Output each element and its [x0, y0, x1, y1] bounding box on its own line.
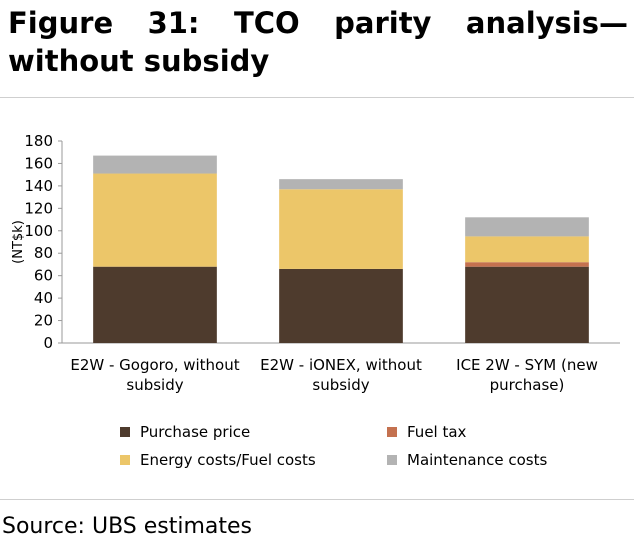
bar-segment-purchase-price: [465, 266, 589, 343]
bottom-divider: [0, 499, 634, 500]
y-tick-label: 140: [24, 177, 53, 195]
top-divider: [0, 97, 634, 98]
x-category-label: purchase): [490, 376, 565, 394]
y-tick-label: 0: [43, 334, 53, 352]
legend-label: Maintenance costs: [407, 451, 547, 469]
y-tick-label: 80: [34, 244, 53, 262]
y-tick-label: 20: [34, 312, 53, 330]
figure-title: Figure 31: TCO parity analysis—without s…: [8, 6, 628, 78]
y-tick-label: 120: [24, 199, 53, 217]
y-tick-label: 180: [24, 132, 53, 150]
x-category-label: E2W - Gogoro, without: [70, 356, 239, 374]
legend-swatch: [120, 427, 130, 437]
x-category-label: subsidy: [126, 376, 183, 394]
bar-segment-energy-costs-fuel-costs: [93, 173, 217, 267]
x-category-label: subsidy: [312, 376, 369, 394]
legend-swatch: [387, 455, 397, 465]
bar-segment-purchase-price: [93, 266, 217, 343]
source-note: Source: UBS estimates: [2, 514, 253, 539]
bar-segment-maintenance-costs: [93, 155, 217, 174]
y-tick-label: 100: [24, 222, 53, 240]
y-tick-label: 160: [24, 154, 53, 172]
legend-label: Fuel tax: [407, 423, 467, 441]
x-category-label: E2W - iONEX, without: [260, 356, 422, 374]
stacked-bar-chart: 0 20 40 60 80 100 120 140 160 180 (NT$k) E2W - Gogo…: [11, 132, 620, 469]
x-category-label: ICE 2W - SYM (new: [456, 356, 598, 374]
legend-swatch: [120, 455, 130, 465]
legend-label: Purchase price: [140, 423, 250, 441]
legend-swatch: [387, 427, 397, 437]
y-axis-title: (NT$k): [11, 220, 26, 264]
bar-segment-purchase-price: [279, 268, 403, 343]
y-tick-label: 40: [34, 289, 53, 307]
bar-segment-maintenance-costs: [465, 217, 589, 237]
y-tick-label: 60: [34, 267, 53, 285]
bar-segment-maintenance-costs: [279, 179, 403, 190]
bar-segment-energy-costs-fuel-costs: [279, 189, 403, 269]
bar-segment-fuel-tax: [465, 262, 589, 267]
legend-label: Energy costs/Fuel costs: [140, 451, 316, 469]
bar-segment-energy-costs-fuel-costs: [465, 236, 589, 263]
